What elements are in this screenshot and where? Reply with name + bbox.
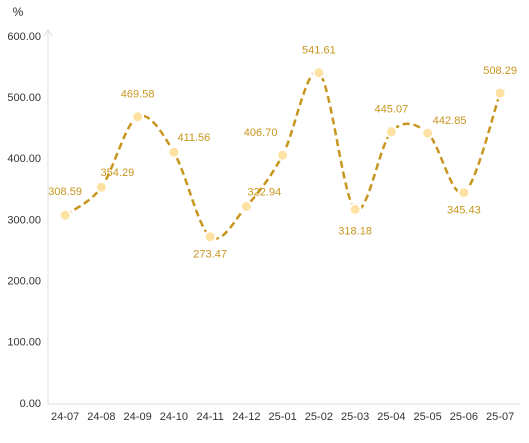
x-tick-label: 25-07	[486, 411, 514, 423]
data-label: 411.56	[177, 132, 210, 144]
data-label: 345.43	[447, 205, 481, 217]
data-label: 308.59	[48, 186, 82, 198]
marker	[203, 230, 217, 244]
x-tick-label: 24-07	[51, 411, 79, 423]
marker	[312, 66, 326, 80]
x-tick-label: 24-11	[196, 411, 223, 423]
y-axis-arrow	[43, 29, 53, 37]
y-tick-label: 200.00	[7, 276, 41, 288]
marker	[58, 208, 72, 222]
marker	[493, 86, 507, 100]
x-tick-label: 25-05	[414, 411, 442, 423]
data-label: 406.70	[244, 127, 278, 139]
x-tick-label: 25-02	[305, 411, 333, 423]
data-label: 318.18	[338, 225, 372, 237]
data-label: 445.07	[375, 104, 409, 116]
data-label: 322.94	[248, 186, 282, 198]
x-tick-label: 25-03	[341, 411, 369, 423]
x-tick-label: 24-10	[160, 411, 188, 423]
x-tick-label: 24-12	[232, 411, 260, 423]
x-tick-label: 24-08	[87, 411, 115, 423]
y-axis-label: %	[13, 5, 24, 19]
marker	[167, 145, 181, 159]
marker	[457, 186, 471, 200]
y-tick-label: 100.00	[7, 337, 41, 349]
x-tick-label: 25-06	[450, 411, 478, 423]
x-tick-label: 25-01	[269, 411, 297, 423]
x-tick-label: 24-09	[124, 411, 152, 423]
data-label: 508.29	[483, 65, 517, 77]
data-label: 354.29	[101, 167, 135, 179]
marker	[276, 148, 290, 162]
data-label: 469.58	[121, 89, 155, 101]
x-tick-label: 25-04	[377, 411, 405, 423]
y-tick-label: 0.00	[20, 398, 41, 410]
data-label: 442.85	[433, 115, 467, 127]
y-tick-label: 300.00	[7, 214, 41, 226]
y-tick-label: 600.00	[7, 31, 41, 43]
y-tick-label: 400.00	[7, 153, 41, 165]
marker	[131, 110, 145, 124]
marker	[239, 199, 253, 213]
marker	[384, 125, 398, 139]
y-tick-label: 500.00	[7, 92, 41, 104]
marker	[94, 180, 108, 194]
marker	[421, 126, 435, 140]
data-label: 541.61	[302, 45, 336, 57]
marker	[348, 202, 362, 216]
data-label: 273.47	[193, 249, 227, 261]
